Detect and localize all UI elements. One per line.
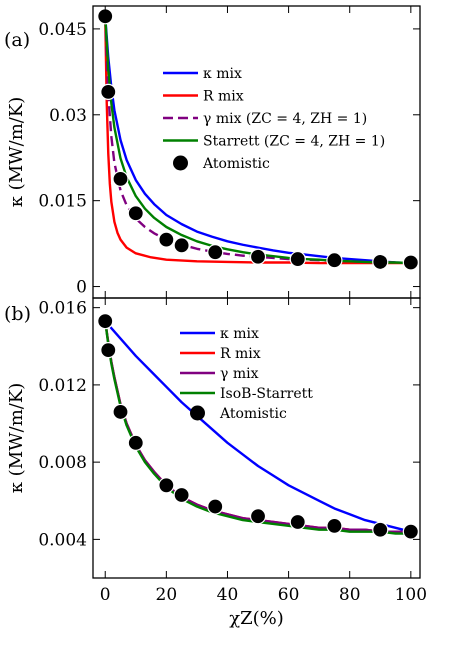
data-point xyxy=(289,250,306,268)
plot-area xyxy=(97,8,419,271)
legend-label: κ mix xyxy=(220,326,259,342)
y-tick-label: 0.004 xyxy=(38,530,87,550)
data-point xyxy=(402,254,419,271)
data-point xyxy=(100,342,117,359)
data-point xyxy=(372,521,389,538)
x-tick-label: 80 xyxy=(339,585,361,605)
y-tick-label: 0.03 xyxy=(49,106,87,126)
plot-area xyxy=(97,313,419,540)
data-point xyxy=(112,170,129,188)
legend-label: γ mix (ZC = 4, ZH = 1) xyxy=(203,111,367,127)
y-tick-label: 0.016 xyxy=(38,299,87,319)
data-point xyxy=(100,83,117,100)
data-point xyxy=(112,403,129,421)
legend: κ mix R mix γ mix (ZC = 4, ZH = 1) Starrett… xyxy=(163,66,385,172)
panel-b: 0 20 40 60 80 100 0.004 0.008 0.012 0.016 (b) κ (MW… xyxy=(4,297,427,629)
legend-marker xyxy=(173,155,188,171)
legend-label: γ mix xyxy=(220,366,259,382)
legend-label: Starrett (ZC = 4, ZH = 1) xyxy=(203,134,385,150)
data-point xyxy=(372,253,389,271)
x-tick-label: 60 xyxy=(278,585,300,605)
data-point xyxy=(127,205,144,222)
data-point xyxy=(326,252,343,269)
y-tick-label: 0.015 xyxy=(38,192,87,212)
data-point xyxy=(173,237,190,254)
y-tick-label: 0.012 xyxy=(38,376,87,396)
data-point xyxy=(158,231,175,248)
y-tick-label: 0.008 xyxy=(38,453,87,473)
x-tick-label: 100 xyxy=(395,585,427,605)
panel-label: (b) xyxy=(4,303,31,325)
data-point xyxy=(158,477,175,494)
data-point xyxy=(97,313,114,330)
y-axis-label: κ (MW/m/K) xyxy=(6,383,27,494)
x-tick-label: 0 xyxy=(100,585,111,605)
legend-label: R mix xyxy=(220,346,261,362)
legend-label: IsoB-Starrett xyxy=(220,386,313,402)
x-axis-label: χZ(%) xyxy=(229,608,284,629)
y-tick-label: 0 xyxy=(76,278,87,298)
plot-frame xyxy=(92,297,421,579)
panel-a: 0 0.015 0.03 0.045 (a) κ (MW/m/K) κ mix R mix γ … xyxy=(4,5,421,299)
legend: κ mix R mix γ mix IsoB-Starrett Atomistic xyxy=(180,326,313,422)
series-atomistic xyxy=(97,313,419,540)
series-atomistic xyxy=(97,8,419,271)
data-point xyxy=(326,517,343,534)
data-point xyxy=(173,486,190,504)
legend-marker xyxy=(190,405,205,421)
panel-label: (a) xyxy=(4,29,30,51)
data-point xyxy=(127,434,144,451)
data-point xyxy=(289,513,306,531)
series-r-mix xyxy=(104,16,411,265)
series-mix xyxy=(104,16,411,265)
legend-label: Atomistic xyxy=(219,406,287,422)
data-point xyxy=(402,523,419,540)
x-tick-label: 20 xyxy=(156,585,178,605)
y-axis-label: κ (MW/m/K) xyxy=(6,97,27,208)
y-tick-label: 0.045 xyxy=(38,20,87,40)
data-point xyxy=(207,498,224,515)
data-point xyxy=(249,248,267,265)
legend-label: κ mix xyxy=(203,66,242,82)
legend-label: Atomistic xyxy=(202,156,270,172)
legend-label: R mix xyxy=(203,89,244,105)
x-tick-label: 40 xyxy=(217,585,239,605)
series-mix xyxy=(104,320,412,533)
data-point xyxy=(249,508,267,525)
data-point xyxy=(207,244,224,261)
